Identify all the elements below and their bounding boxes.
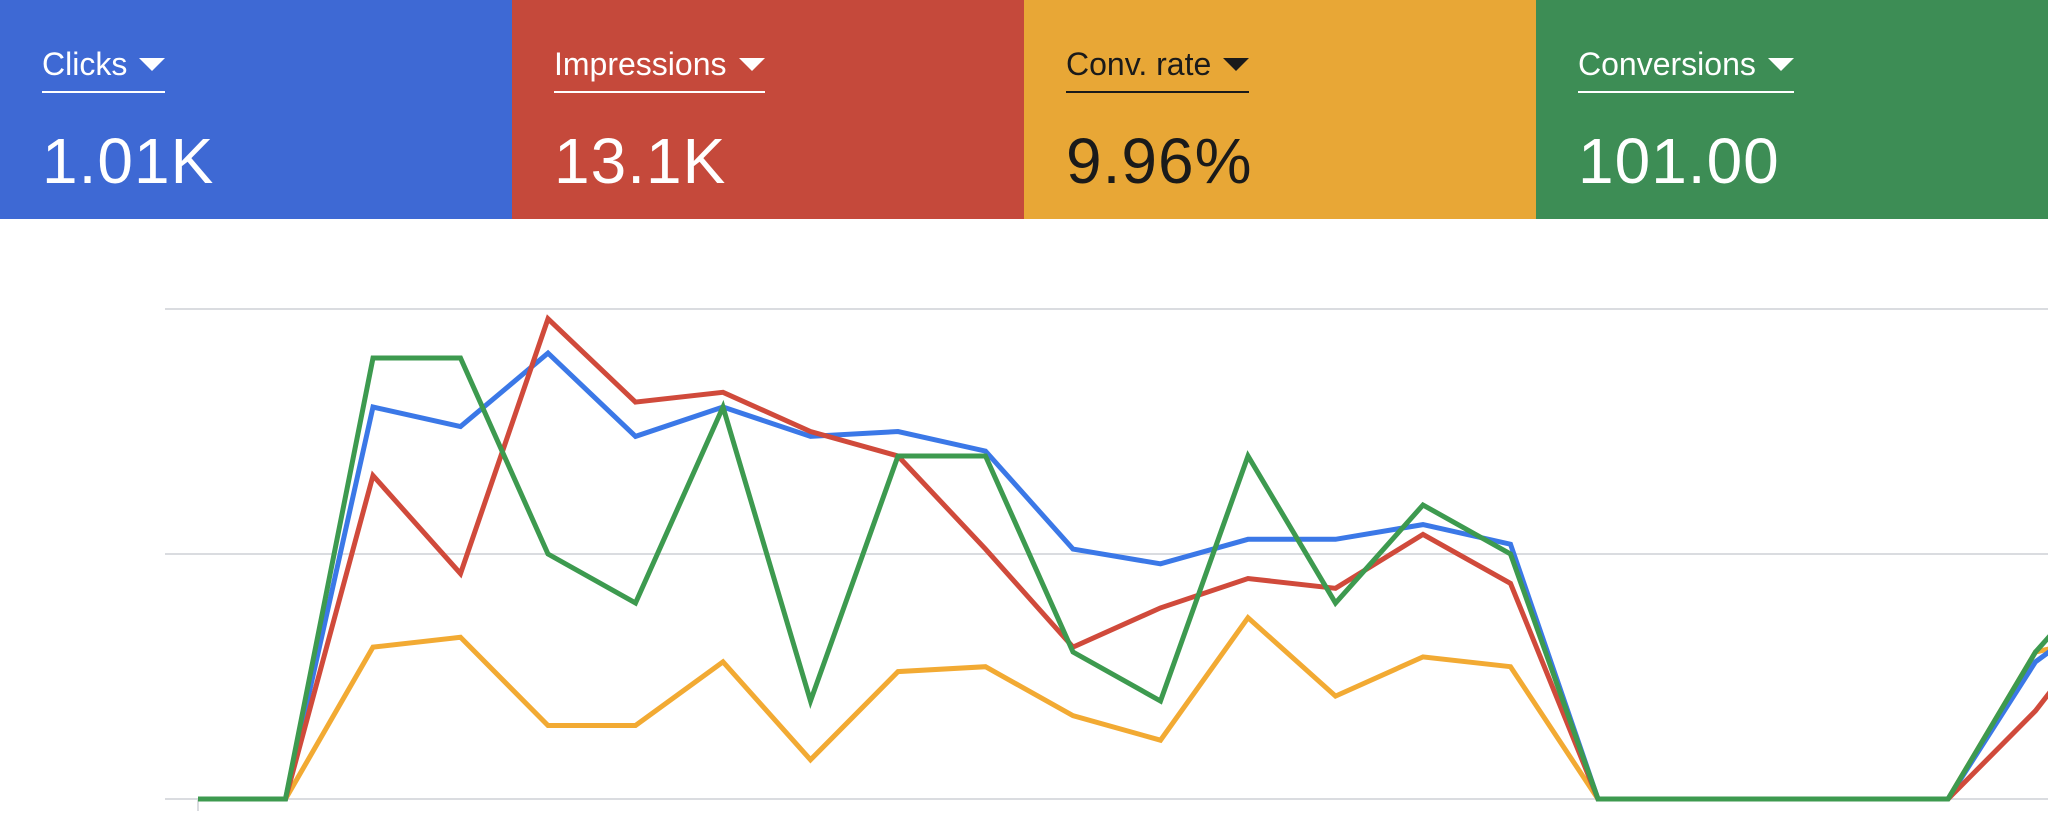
dropdown-caret-icon — [1767, 58, 1794, 71]
metric-selector-conv-rate[interactable]: Conv. rate — [1066, 46, 1250, 93]
metric-label-conversions: Conversions — [1578, 46, 1756, 82]
metric-value-impressions: 13.1K — [554, 125, 727, 197]
metric-selector-impressions[interactable]: Impressions — [554, 46, 765, 93]
performance-chart — [0, 219, 2048, 822]
dropdown-caret-icon — [738, 58, 765, 71]
line-chart-svg — [165, 308, 2048, 811]
metric-label-impressions: Impressions — [554, 46, 727, 82]
scorecard-conv-rate[interactable]: Conv. rate 9.96% — [1024, 0, 1536, 219]
scorecard-row: Clicks 1.01K Impressions 13.1K Conv. rat… — [0, 0, 2048, 219]
series-line-2 — [198, 613, 2048, 802]
dropdown-caret-icon — [139, 58, 166, 71]
metric-value-conversions: 101.00 — [1578, 125, 1780, 197]
metric-label-clicks: Clicks — [42, 46, 128, 82]
metric-label-conv-rate: Conv. rate — [1066, 46, 1212, 82]
scorecard-impressions[interactable]: Impressions 13.1K — [512, 0, 1024, 219]
metric-selector-clicks[interactable]: Clicks — [42, 46, 166, 93]
scorecard-conversions[interactable]: Conversions 101.00 — [1536, 0, 2048, 219]
metric-value-conv-rate: 9.96% — [1066, 125, 1253, 197]
metric-value-clicks: 1.01K — [42, 125, 215, 197]
metric-selector-conversions[interactable]: Conversions — [1578, 46, 1794, 93]
scorecard-clicks[interactable]: Clicks 1.01K — [0, 0, 512, 219]
series-line-3 — [198, 355, 2048, 802]
dropdown-caret-icon — [1223, 58, 1250, 71]
